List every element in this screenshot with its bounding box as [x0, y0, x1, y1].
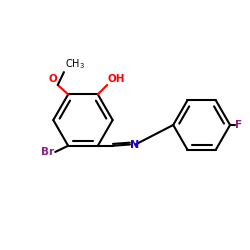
Text: Br: Br [41, 148, 54, 158]
Text: F: F [235, 120, 242, 130]
Text: OH: OH [108, 74, 125, 84]
Text: O: O [48, 74, 57, 84]
Text: CH$_3$: CH$_3$ [65, 57, 85, 71]
Text: N: N [130, 140, 140, 150]
